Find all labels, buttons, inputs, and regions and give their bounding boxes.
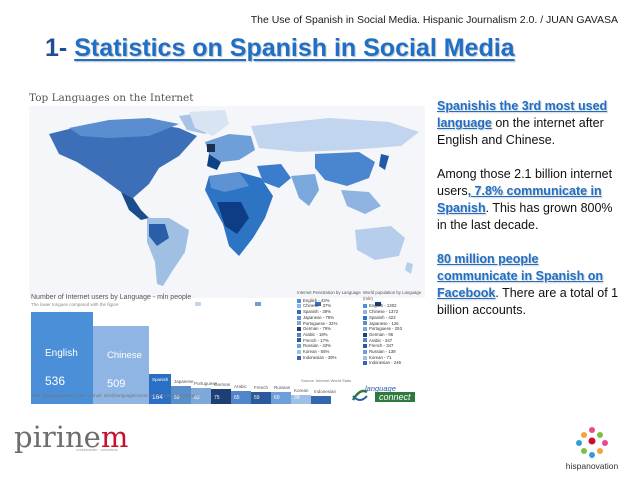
title-number: 1- [45, 34, 68, 62]
paragraph-3: 80 million people communicate in Spanish… [437, 251, 622, 319]
bar-french-value: 59 [254, 395, 260, 401]
population-heading: World population by Language (mln) [363, 290, 422, 301]
bar-arabic-value: 65 [234, 395, 240, 401]
paragraph-2: Among those 2.1 billion internet users, … [437, 166, 622, 234]
bar-japanese-label: Japanese [174, 379, 194, 384]
p2-rest: . This has grown 800% in the last decade… [437, 201, 613, 232]
language-connect-swirl-icon [351, 389, 368, 401]
p3-rest: . There are a total of 1 billion account… [437, 286, 619, 317]
population-item: Chinese - 1372 [363, 309, 427, 315]
world-map [29, 106, 425, 298]
bar-french: French 59 [251, 385, 271, 404]
pirineum-wordmark: pirine [14, 420, 101, 454]
penetration-heading: Internet Penetration by Language [297, 290, 361, 295]
bar-german-label: German [214, 382, 231, 387]
penetration-item: Chinese - 37% [297, 303, 361, 309]
bar-english-value: 536 [45, 374, 66, 388]
p3-highlight: 80 million people communicate in Spanish… [437, 252, 603, 300]
bar-spanish-value: 164 [152, 394, 163, 401]
penetration-item: Korean - 55% [297, 349, 361, 355]
population-item: Japanese - 126 [363, 321, 427, 327]
users-bars: English 536 Chinese 509 Spanish 164 Japa… [31, 310, 291, 404]
hispanovation-text: hispanovation [565, 461, 619, 471]
pirineum-wordmark-m: m [100, 420, 129, 454]
users-chart-title: Number of Internet users by Language - m… [31, 294, 192, 301]
bar-indonesian: Indonesian [311, 389, 336, 404]
right-text-block: Spanishis the 3rd most used language on … [437, 98, 622, 336]
population-panel: World population by Language (mln) Engli… [363, 290, 427, 370]
population-item: Russian - 139 [363, 349, 427, 355]
languages-infographic: Top Languages on the Internet [25, 88, 425, 410]
bar-spanish: Spanish 164 [149, 374, 171, 404]
language-connect-line1: language [365, 384, 396, 393]
bar-indonesian-label: Indonesian [314, 389, 337, 394]
infographic-footer: Web: languageconnect.net • E-mail: info@… [31, 393, 199, 398]
p2-start: Among those 2.1 billion internet users [437, 167, 613, 198]
penetration-item: English - 43% [297, 298, 361, 304]
bar-portuguese: Portuguese 83 [191, 381, 217, 404]
paragraph-1: Spanishis the 3rd most used language on … [437, 98, 622, 149]
penetration-item: Indonesian - 39% [297, 355, 361, 361]
population-item: French - 347 [363, 343, 427, 349]
bar-portuguese-label: Portuguese [194, 381, 218, 386]
bar-korean-value: 39 [294, 395, 300, 401]
header-line: The Use of Spanish in Social Media. Hisp… [250, 14, 618, 26]
slide-title: 1- Statistics on Spanish in Social Media [45, 34, 515, 63]
penetration-item: Spanish - 39% [297, 309, 361, 315]
source-note: Source: Internet World Stats [301, 378, 352, 383]
penetration-item: Arabic - 18% [297, 332, 361, 338]
bar-japanese: Japanese 99 [171, 379, 194, 404]
bar-russian-value: 60 [274, 395, 280, 401]
bar-english-label: English [45, 348, 78, 359]
penetration-item: German - 79% [297, 326, 361, 332]
bar-german: German 75 [211, 382, 231, 404]
bar-chinese-label: Chinese [107, 350, 142, 361]
hispanovation-dots-icon [576, 427, 608, 458]
hispanovation-logo: hispanovation [562, 425, 622, 475]
bar-german-value: 75 [214, 395, 220, 401]
users-bars-tail: Korean 39 Indonesian [291, 310, 351, 404]
penetration-item: Japanese - 78% [297, 315, 361, 321]
bar-spanish-label: Spanish [152, 377, 169, 382]
title-text: Statistics on Spanish in Social Media [74, 34, 515, 62]
map-title: Top Languages on the Internet [29, 92, 194, 104]
bar-chinese-value: 509 [107, 378, 126, 390]
bar-russian: Russian 60 [271, 385, 291, 404]
bar-english: English 536 [31, 312, 93, 404]
population-item: Portuguese - 253 [363, 326, 427, 332]
penetration-item: Russian - 43% [297, 343, 361, 349]
p1-rest: on the internet after English and Chines… [437, 116, 604, 147]
bar-chinese: Chinese 509 [93, 326, 149, 404]
language-connect-logo: language connect [351, 384, 421, 406]
bar-korean-label: Korean [294, 388, 309, 393]
bar-japanese-value: 99 [174, 395, 180, 401]
p1-highlight: Spanishis the 3rd most used language [437, 99, 608, 130]
world-map-graphic [49, 110, 419, 286]
pirineum-tagline: comunicación · consultoría [76, 448, 118, 452]
bar-arabic: Arabic 65 [231, 384, 251, 404]
bar-french-label: French [254, 385, 269, 390]
penetration-item: French - 17% [297, 338, 361, 344]
penetration-item: Portuguese - 32% [297, 321, 361, 327]
bar-russian-label: Russian [274, 385, 291, 390]
population-item: English - 1302 [363, 303, 427, 309]
language-connect-line2: connect [375, 392, 415, 402]
population-item: Arabic - 347 [363, 338, 427, 344]
population-item: Indonesian - 246 [363, 360, 427, 366]
penetration-panel: Internet Penetration by Language English… [297, 290, 361, 370]
bar-korean: Korean 39 [291, 388, 311, 404]
bar-arabic-label: Arabic [234, 384, 247, 389]
population-item: Spanish - 423 [363, 315, 427, 321]
users-chart-subtitle: The lower tongues compared with the figu… [31, 302, 119, 307]
p2-highlight: , 7.8% communicate in Spanish [437, 184, 602, 215]
bar-portuguese-value: 83 [194, 395, 200, 401]
pirineum-logo: pirinem [14, 420, 128, 454]
population-item: German - 96 [363, 332, 427, 338]
population-item: Korean - 71 [363, 355, 427, 361]
map-legend [195, 302, 381, 306]
